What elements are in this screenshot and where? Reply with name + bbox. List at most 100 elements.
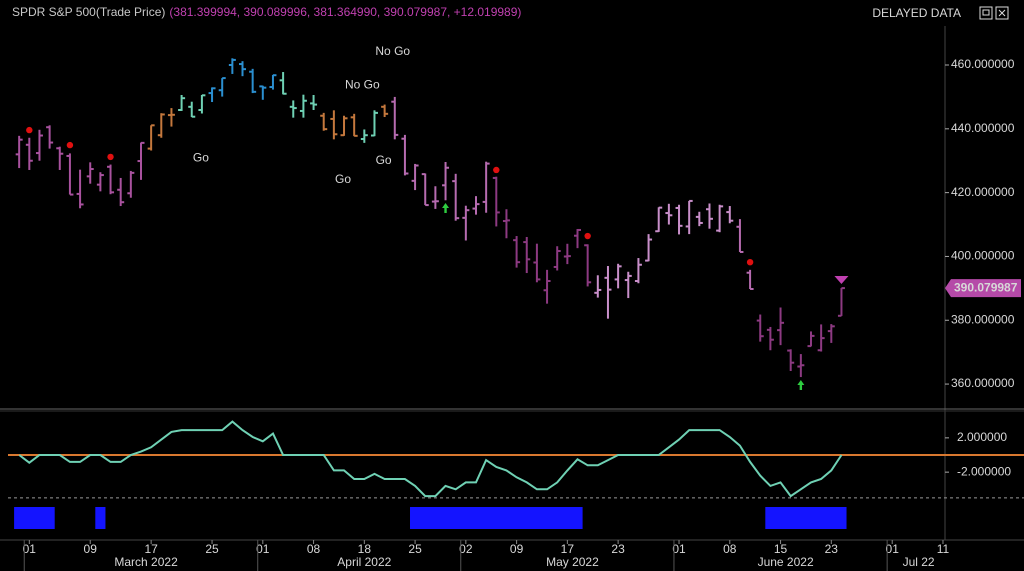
ohlc-bar [208,87,216,103]
ohlc-bar [553,246,561,271]
ohlc-bar [462,205,470,241]
ohlc-bar [117,177,125,207]
ohlc-bar [675,204,683,235]
delayed-data-status: DELAYED DATA [872,6,961,20]
ohlc-bar [330,110,338,140]
ohlc-bar [604,266,612,319]
ohlc-bar [279,72,287,95]
ohlc-bar [523,236,531,274]
ohlc-bar [249,68,257,94]
ohlc-bar [157,113,165,138]
state-band [95,507,106,529]
annotation: No Go [345,77,380,91]
x-tick-label: 15 [774,542,788,556]
x-tick-label: 23 [825,542,839,556]
restore-button[interactable] [979,6,993,20]
ohlc-bar [86,162,94,184]
ohlc-bar [127,170,135,198]
ohlc-bar [360,129,368,143]
ohlc-bar [370,110,378,137]
ohlc-bar [472,196,480,215]
month-label: May 2022 [546,555,599,569]
y-tick-label: 460.000000 [951,57,1015,71]
ohlc-bar [239,61,247,77]
ohlc-bar [46,125,54,149]
ohlc-bar [289,100,297,118]
ohlc-bar [310,95,318,110]
ohlc-bar [442,162,450,201]
ohlc-bar [228,58,236,74]
ohlc-bar [320,112,328,131]
x-tick-label: 09 [510,542,524,556]
x-tick-label: 01 [256,542,270,556]
ohlc-bar [482,161,490,213]
ohlc-bar [452,173,460,221]
ohlc-bar [655,206,663,233]
ohlc-bar [259,85,267,100]
close-icon [998,9,1006,17]
close-button[interactable] [995,6,1009,20]
ohlc-bar [269,74,277,90]
ohlc-bar [716,204,724,233]
signal-triangle [834,276,849,285]
ohlc-bar [218,77,226,97]
ohlc-bar [766,326,774,351]
ohlc-bar [533,243,541,283]
header: SPDR S&P 500(Trade Price) (381.399994, 39… [12,5,521,19]
ohlc-bar [107,164,115,195]
last-price-tag [945,279,1021,298]
ohlc-bar [695,211,703,227]
ohlc-bar [817,324,825,352]
x-tick-label: 01 [23,542,37,556]
ohlc-bar [401,134,409,176]
y-tick-label: 380.000000 [951,312,1015,326]
instrument-title: SPDR S&P 500(Trade Price) [12,5,165,19]
annotation: No Go [375,44,410,58]
oscillator-line [18,420,843,498]
ohlc-bar [431,186,439,209]
y-tick-label: 400.000000 [951,249,1015,263]
ohlc-bar [66,153,74,196]
x-tick-label: 02 [459,542,473,556]
month-label: April 2022 [337,555,391,569]
y-tick-label: 2.000000 [957,430,1007,444]
ohlc-bar [299,94,307,118]
signal-dot [66,141,74,149]
ohlc-bar [797,354,805,378]
y-tick-label: 360.000000 [951,376,1015,390]
ohlc-bar [777,307,785,346]
ohlc-bar [25,137,33,170]
ohlc-bar [56,146,64,170]
ohlc-bar [543,269,551,304]
ohlc-bar [96,172,104,192]
y-tick-label: 420.000000 [951,185,1015,199]
annotation: Go [376,153,392,167]
y-tick-label: -2.000000 [957,464,1011,478]
x-tick-label: 01 [672,542,686,556]
signal-dot [584,232,591,240]
x-tick-label: 17 [561,542,575,556]
month-label: June 2022 [758,555,814,569]
x-tick-label: 17 [144,542,158,556]
signal-dot [493,166,500,174]
x-tick-label: 08 [307,542,321,556]
ohlc-bar [391,96,399,140]
ohlc-bar [665,203,673,225]
signal-arrow [442,202,450,213]
ohlc-bar [137,141,145,180]
ohlc-bar [787,349,795,371]
x-tick-label: 25 [205,542,219,556]
signal-dot [26,126,33,134]
ohlc-bar [685,199,693,235]
month-label: Jul 22 [903,555,935,569]
restore-icon [982,9,990,16]
ohlc-bar [167,108,175,127]
ohlc-readout: (381.399994, 390.089996, 381.364990, 390… [169,5,521,19]
state-band [14,507,55,529]
y-tick-label: 440.000000 [951,121,1015,135]
signal-dot [107,153,114,161]
x-tick-label: 11 [937,542,950,556]
x-tick-label: 25 [408,542,422,556]
